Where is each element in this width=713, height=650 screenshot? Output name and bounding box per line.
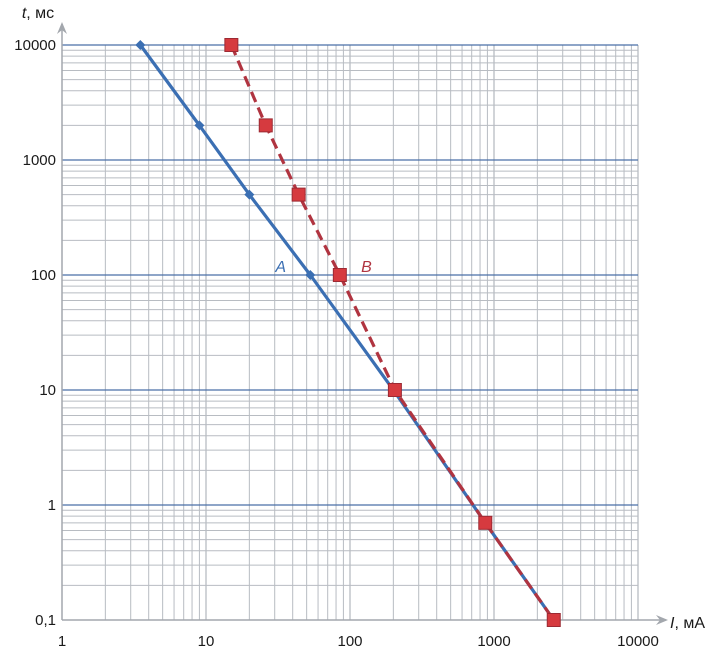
y-tick-label: 1 [48,497,56,514]
series-B: B [224,38,561,627]
x-tick-label: 1000 [477,633,510,650]
data-point-B [332,268,347,282]
y-tick-label: 1000 [23,152,56,169]
x-tick-label: 100 [337,633,362,650]
x-tick-label: 10000 [617,633,659,650]
y-tick-label: 10000 [14,37,56,54]
data-point-B [546,613,561,627]
data-point-A [194,120,205,131]
y-tick-label: 100 [31,267,56,284]
major-grid [62,44,638,506]
x-tick-label: 1 [58,633,66,650]
curve-label-B: B [361,259,372,276]
x-tick-label: 10 [198,633,215,650]
data-point-B [291,187,306,202]
data-point-A [135,40,146,50]
axes [57,22,668,625]
curve-label-A: A [274,259,286,276]
axis-titles: t, мс I, мА [22,5,706,632]
series-line-A [139,44,556,621]
y-axis-title: t, мс [22,5,54,22]
series-line-B [229,44,556,621]
data-point-B [387,383,402,397]
data-point-A [244,189,255,200]
y-axis-arrow [57,22,67,34]
x-axis-title: I, мА [670,615,705,632]
x-axis-arrow [656,615,668,625]
y-tick-label: 0,1 [35,612,56,629]
data-point-B [224,38,239,52]
data-point-B [478,515,493,530]
data-point-A [305,270,316,280]
data-point-B [258,118,273,133]
y-tick-label: 10 [39,382,56,399]
